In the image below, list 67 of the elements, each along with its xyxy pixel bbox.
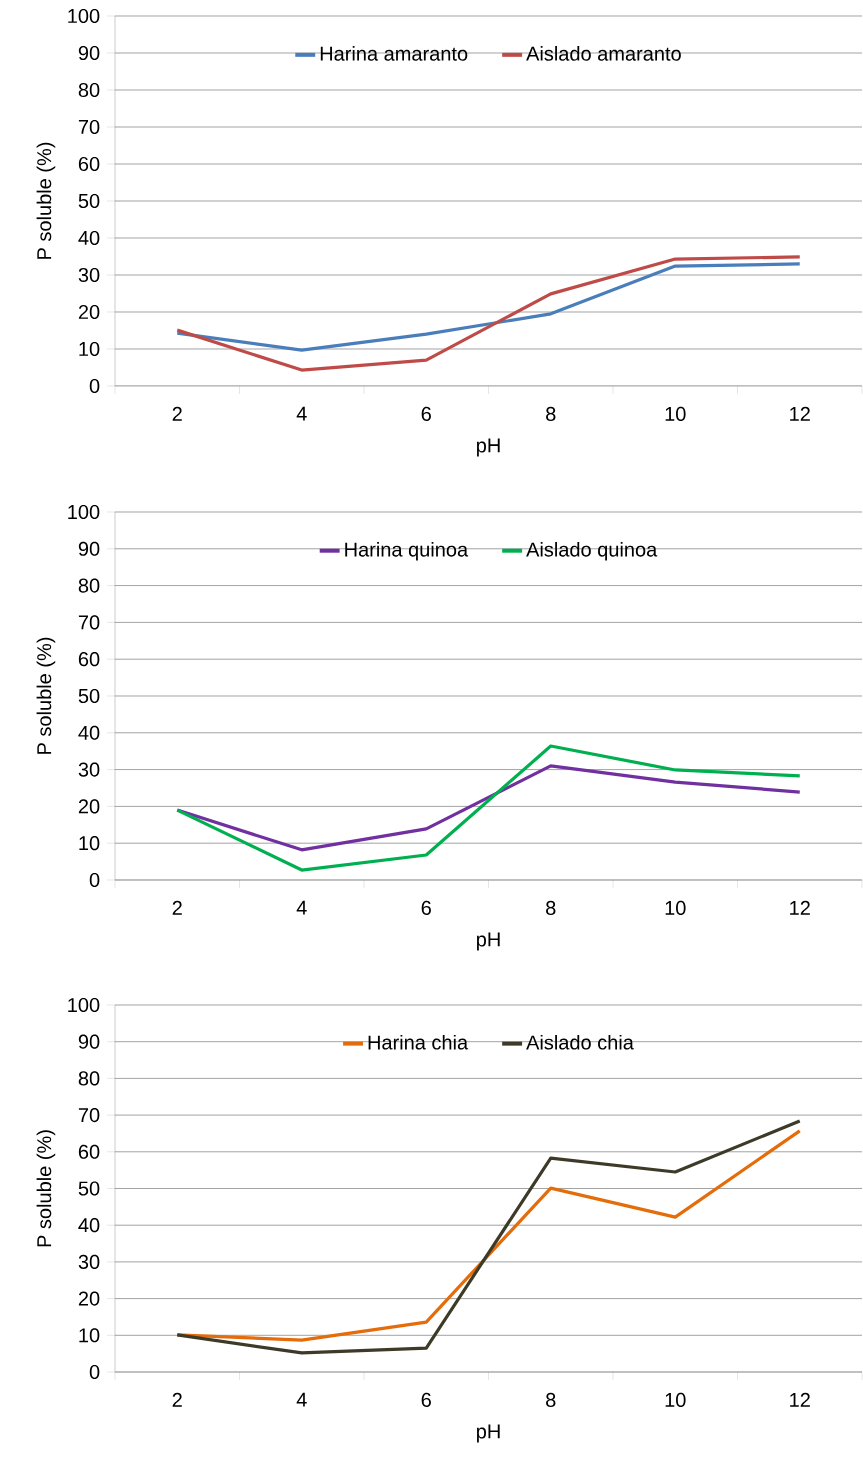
y-tick-label: 100 bbox=[68, 504, 100, 520]
line-series bbox=[175, 255, 802, 372]
y-tick-label: 70 bbox=[78, 615, 100, 630]
x-axis-title: pH bbox=[477, 438, 500, 457]
y-axis-title: P soluble (%) bbox=[36, 142, 56, 259]
x-tick-label: 2 bbox=[172, 900, 182, 915]
y-tick-label: 50 bbox=[78, 193, 100, 209]
y-tick-label: 10 bbox=[79, 1328, 100, 1343]
y-tick-label: 50 bbox=[78, 688, 100, 704]
y-tick-label: 30 bbox=[78, 762, 100, 777]
y-axis-title: P soluble (%) bbox=[36, 637, 56, 754]
x-axis-title: pH bbox=[477, 1424, 500, 1443]
y-tick-label: 10 bbox=[79, 836, 100, 851]
y-tick-label: 30 bbox=[78, 267, 100, 283]
y-tick-label: 0 bbox=[89, 378, 100, 394]
x-axis-title: pH bbox=[477, 932, 500, 951]
x-tick-label: 10 bbox=[665, 1392, 686, 1408]
y-tick-label: 0 bbox=[89, 872, 100, 888]
legend-label: Aislado quinoa bbox=[526, 541, 658, 561]
y-tick-label: 80 bbox=[78, 82, 100, 98]
y-tick-label: 70 bbox=[78, 119, 100, 135]
y-tick-label: 40 bbox=[78, 1218, 100, 1233]
x-tick-label: 10 bbox=[665, 900, 686, 916]
y-tick-label: 60 bbox=[78, 1144, 100, 1159]
x-tick-label: 6 bbox=[421, 406, 431, 422]
y-tick-label: 50 bbox=[78, 1181, 100, 1196]
x-tick-label: 4 bbox=[296, 900, 307, 915]
x-tick-label: 6 bbox=[421, 900, 431, 916]
line-series bbox=[175, 744, 802, 872]
y-tick-label: 0 bbox=[89, 1364, 100, 1380]
legend-label: Harina quinoa bbox=[345, 541, 469, 561]
legend-label: Aislado chia bbox=[526, 1034, 634, 1050]
y-tick-label: 90 bbox=[78, 45, 100, 61]
y-tick-label: 80 bbox=[78, 1071, 100, 1086]
y-tick-label: 90 bbox=[78, 1034, 100, 1049]
x-tick-label: 10 bbox=[665, 406, 686, 422]
y-tick-label: 20 bbox=[78, 799, 100, 814]
y-tick-label: 100 bbox=[68, 997, 100, 1013]
y-tick-label: 70 bbox=[78, 1108, 100, 1123]
x-tick-label: 2 bbox=[172, 406, 182, 421]
y-tick-label: 60 bbox=[78, 156, 100, 172]
y-tick-label: 10 bbox=[79, 341, 100, 357]
x-tick-label: 12 bbox=[790, 1392, 810, 1407]
x-tick-label: 8 bbox=[546, 406, 556, 422]
y-tick-label: 100 bbox=[68, 8, 100, 24]
x-tick-label: 4 bbox=[296, 1392, 307, 1407]
y-tick-label: 20 bbox=[78, 304, 100, 320]
y-tick-label: 20 bbox=[78, 1291, 100, 1306]
x-tick-label: 12 bbox=[790, 900, 810, 915]
legend-label: Harina chia bbox=[368, 1034, 469, 1050]
y-tick-label: 40 bbox=[78, 230, 100, 246]
y-tick-label: 90 bbox=[78, 541, 100, 556]
y-tick-label: 40 bbox=[78, 725, 100, 740]
x-tick-label: 12 bbox=[790, 406, 810, 421]
y-tick-label: 30 bbox=[78, 1254, 100, 1269]
y-axis-title: P soluble (%) bbox=[36, 1130, 56, 1247]
x-tick-label: 8 bbox=[546, 1392, 556, 1408]
x-tick-label: 6 bbox=[421, 1392, 431, 1408]
y-tick-label: 60 bbox=[78, 652, 100, 667]
x-tick-label: 4 bbox=[296, 406, 307, 421]
line-series bbox=[175, 262, 802, 352]
legend-label: Harina amaranto bbox=[320, 46, 468, 61]
line-series bbox=[175, 764, 802, 852]
x-tick-label: 2 bbox=[172, 1392, 182, 1407]
y-tick-label: 80 bbox=[78, 578, 100, 593]
x-tick-label: 8 bbox=[546, 900, 556, 916]
legend-label: Aislado amaranto bbox=[526, 46, 681, 61]
